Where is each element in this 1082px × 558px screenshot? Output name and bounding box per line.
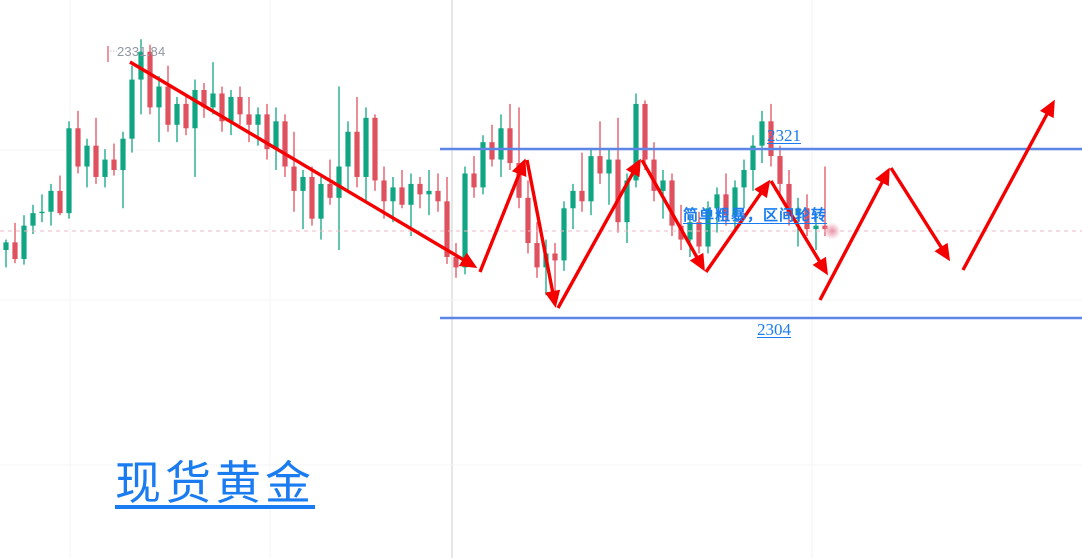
- forecast-arrows: [818, 99, 1055, 301]
- downtrend-line: [129, 60, 478, 268]
- range-rotation-arrows: [478, 158, 829, 309]
- candlestick-series: [3, 39, 828, 306]
- support-resistance-lines: [440, 147, 1082, 320]
- swing-high-pointer: [107, 46, 117, 62]
- last-price-line: [0, 222, 1082, 240]
